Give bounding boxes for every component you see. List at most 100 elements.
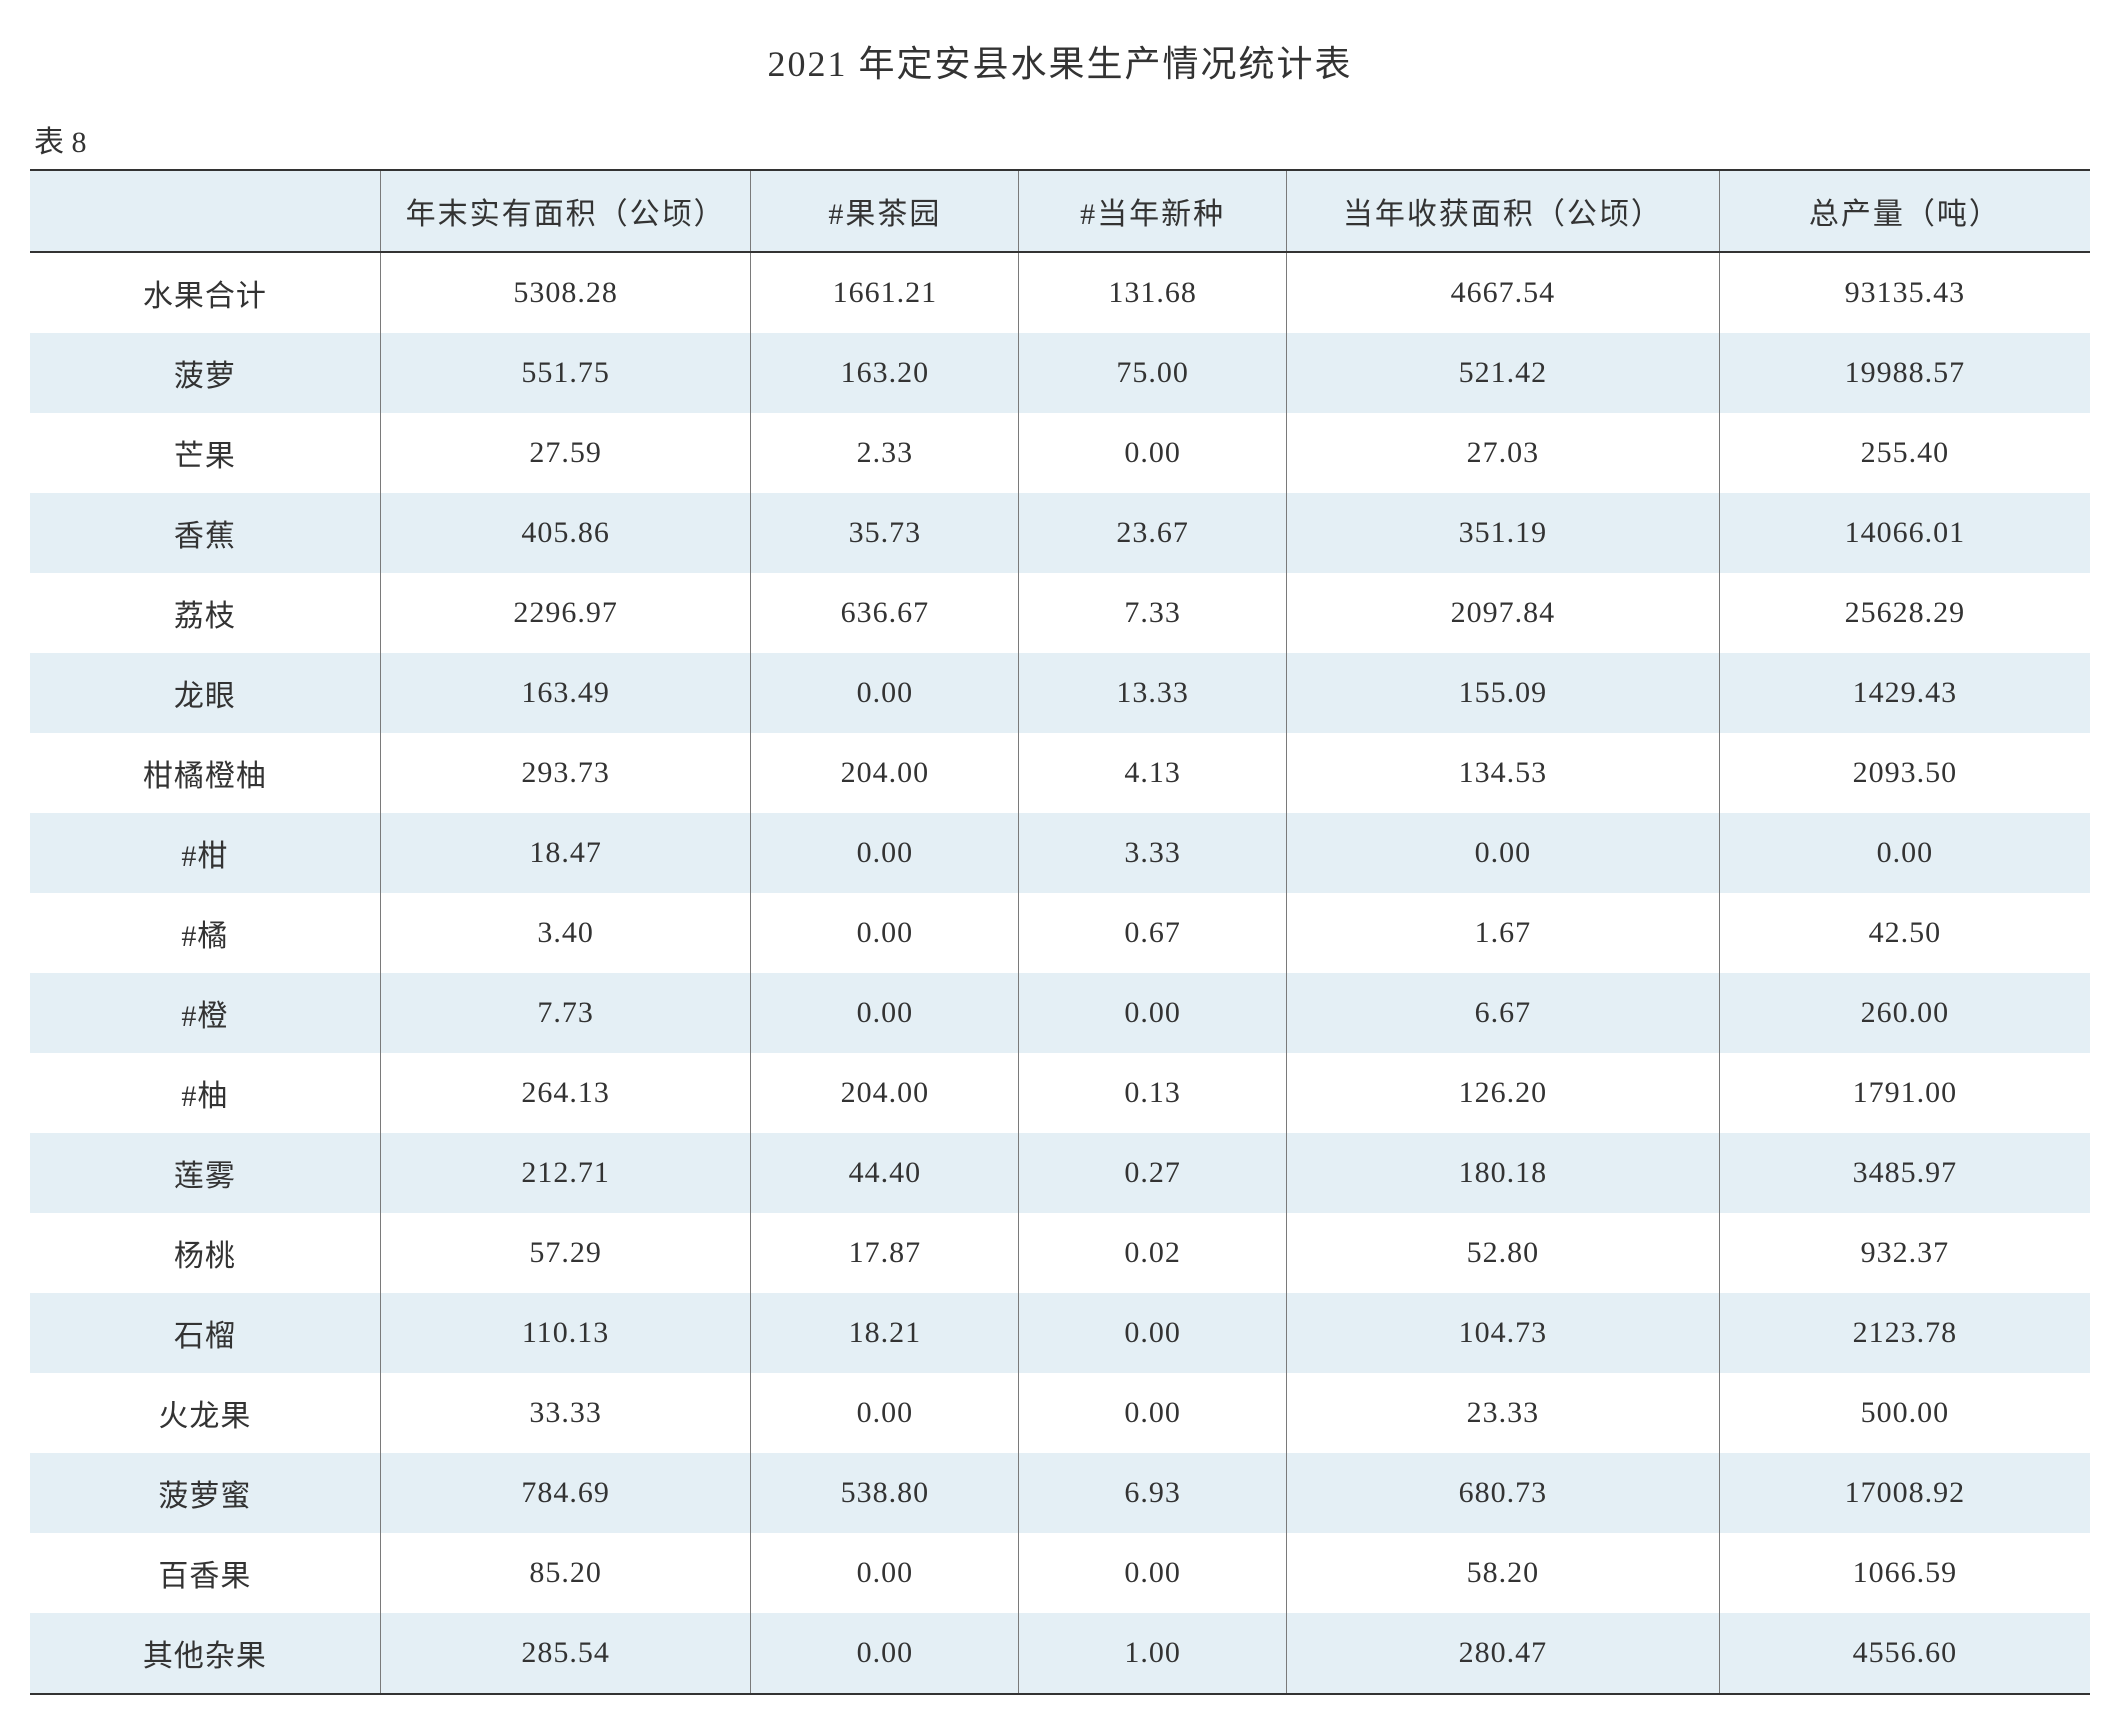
table-row: 芒果27.592.330.0027.03255.40 [30,413,2090,493]
row-label-cell: 菠萝 [30,333,380,413]
row-label-cell: 香蕉 [30,493,380,573]
data-cell: 0.02 [1019,1213,1287,1293]
data-cell: 23.33 [1287,1373,1720,1453]
row-label-cell: #柑 [30,813,380,893]
data-cell: 0.00 [751,1613,1019,1694]
table-row: 菠萝551.75163.2075.00521.4219988.57 [30,333,2090,413]
data-cell: 3485.97 [1719,1133,2090,1213]
data-cell: 25628.29 [1719,573,2090,653]
data-cell: 27.59 [380,413,751,493]
data-cell: 4556.60 [1719,1613,2090,1694]
table-body: 水果合计5308.281661.21131.684667.5493135.43菠… [30,252,2090,1694]
data-cell: 14066.01 [1719,493,2090,573]
data-cell: 23.67 [1019,493,1287,573]
row-label-cell: 菠萝蜜 [30,1453,380,1533]
column-header: #当年新种 [1019,170,1287,252]
data-cell: 155.09 [1287,653,1720,733]
data-cell: 58.20 [1287,1533,1720,1613]
column-header [30,170,380,252]
data-cell: 0.00 [751,1373,1019,1453]
data-cell: 33.33 [380,1373,751,1453]
data-cell: 2093.50 [1719,733,2090,813]
data-cell: 1661.21 [751,252,1019,333]
data-cell: 27.03 [1287,413,1720,493]
data-cell: 0.00 [1019,1373,1287,1453]
row-label-cell: 芒果 [30,413,380,493]
data-cell: 0.00 [1019,973,1287,1053]
data-cell: 2.33 [751,413,1019,493]
row-label-cell: #橘 [30,893,380,973]
table-row: #橙7.730.000.006.67260.00 [30,973,2090,1053]
data-cell: 180.18 [1287,1133,1720,1213]
data-cell: 6.93 [1019,1453,1287,1533]
data-cell: 0.00 [751,1533,1019,1613]
data-cell: 19988.57 [1719,333,2090,413]
data-cell: 110.13 [380,1293,751,1373]
data-cell: 521.42 [1287,333,1720,413]
table-row: 百香果85.200.000.0058.201066.59 [30,1533,2090,1613]
data-cell: 1791.00 [1719,1053,2090,1133]
data-cell: 0.00 [1287,813,1720,893]
page-title: 2021 年定安县水果生产情况统计表 [30,35,2090,87]
data-cell: 1.67 [1287,893,1720,973]
table-row: 莲雾212.7144.400.27180.183485.97 [30,1133,2090,1213]
data-cell: 2296.97 [380,573,751,653]
data-cell: 44.40 [751,1133,1019,1213]
data-cell: 85.20 [380,1533,751,1613]
data-cell: 1429.43 [1719,653,2090,733]
row-label-cell: 其他杂果 [30,1613,380,1694]
data-cell: 18.47 [380,813,751,893]
data-cell: 3.33 [1019,813,1287,893]
data-cell: 7.33 [1019,573,1287,653]
row-label-cell: #橙 [30,973,380,1053]
data-cell: 0.27 [1019,1133,1287,1213]
data-cell: 680.73 [1287,1453,1720,1533]
data-cell: 163.49 [380,653,751,733]
data-cell: 35.73 [751,493,1019,573]
table-row: 杨桃57.2917.870.0252.80932.37 [30,1213,2090,1293]
table-row: 菠萝蜜784.69538.806.93680.7317008.92 [30,1453,2090,1533]
data-cell: 0.00 [1719,813,2090,893]
data-cell: 204.00 [751,733,1019,813]
table-row: #柚264.13204.000.13126.201791.00 [30,1053,2090,1133]
data-cell: 126.20 [1287,1053,1720,1133]
table-row: 龙眼163.490.0013.33155.091429.43 [30,653,2090,733]
data-cell: 784.69 [380,1453,751,1533]
data-cell: 264.13 [380,1053,751,1133]
data-cell: 5308.28 [380,252,751,333]
table-row: 石榴110.1318.210.00104.732123.78 [30,1293,2090,1373]
data-cell: 57.29 [380,1213,751,1293]
row-label-cell: 水果合计 [30,252,380,333]
data-cell: 500.00 [1719,1373,2090,1453]
data-cell: 551.75 [380,333,751,413]
row-label-cell: 柑橘橙柚 [30,733,380,813]
data-cell: 285.54 [380,1613,751,1694]
data-cell: 131.68 [1019,252,1287,333]
data-cell: 4.13 [1019,733,1287,813]
data-cell: 280.47 [1287,1613,1720,1694]
data-cell: 134.53 [1287,733,1720,813]
table-row: 其他杂果285.540.001.00280.474556.60 [30,1613,2090,1694]
data-cell: 2097.84 [1287,573,1720,653]
data-cell: 13.33 [1019,653,1287,733]
data-cell: 0.00 [751,813,1019,893]
data-cell: 0.00 [751,653,1019,733]
data-cell: 18.21 [751,1293,1019,1373]
row-label-cell: 石榴 [30,1293,380,1373]
data-cell: 17008.92 [1719,1453,2090,1533]
table-container: 2021 年定安县水果生产情况统计表 表 8 年末实有面积（公顷） #果茶园 #… [30,35,2090,1695]
row-label-cell: 火龙果 [30,1373,380,1453]
data-cell: 293.73 [380,733,751,813]
data-cell: 0.13 [1019,1053,1287,1133]
row-label-cell: 龙眼 [30,653,380,733]
row-label-cell: 杨桃 [30,1213,380,1293]
data-cell: 42.50 [1719,893,2090,973]
data-cell: 0.00 [1019,413,1287,493]
data-cell: 2123.78 [1719,1293,2090,1373]
data-cell: 405.86 [380,493,751,573]
data-cell: 0.00 [751,893,1019,973]
column-header: 总产量（吨） [1719,170,2090,252]
table-row: #橘3.400.000.671.6742.50 [30,893,2090,973]
data-cell: 255.40 [1719,413,2090,493]
data-cell: 75.00 [1019,333,1287,413]
